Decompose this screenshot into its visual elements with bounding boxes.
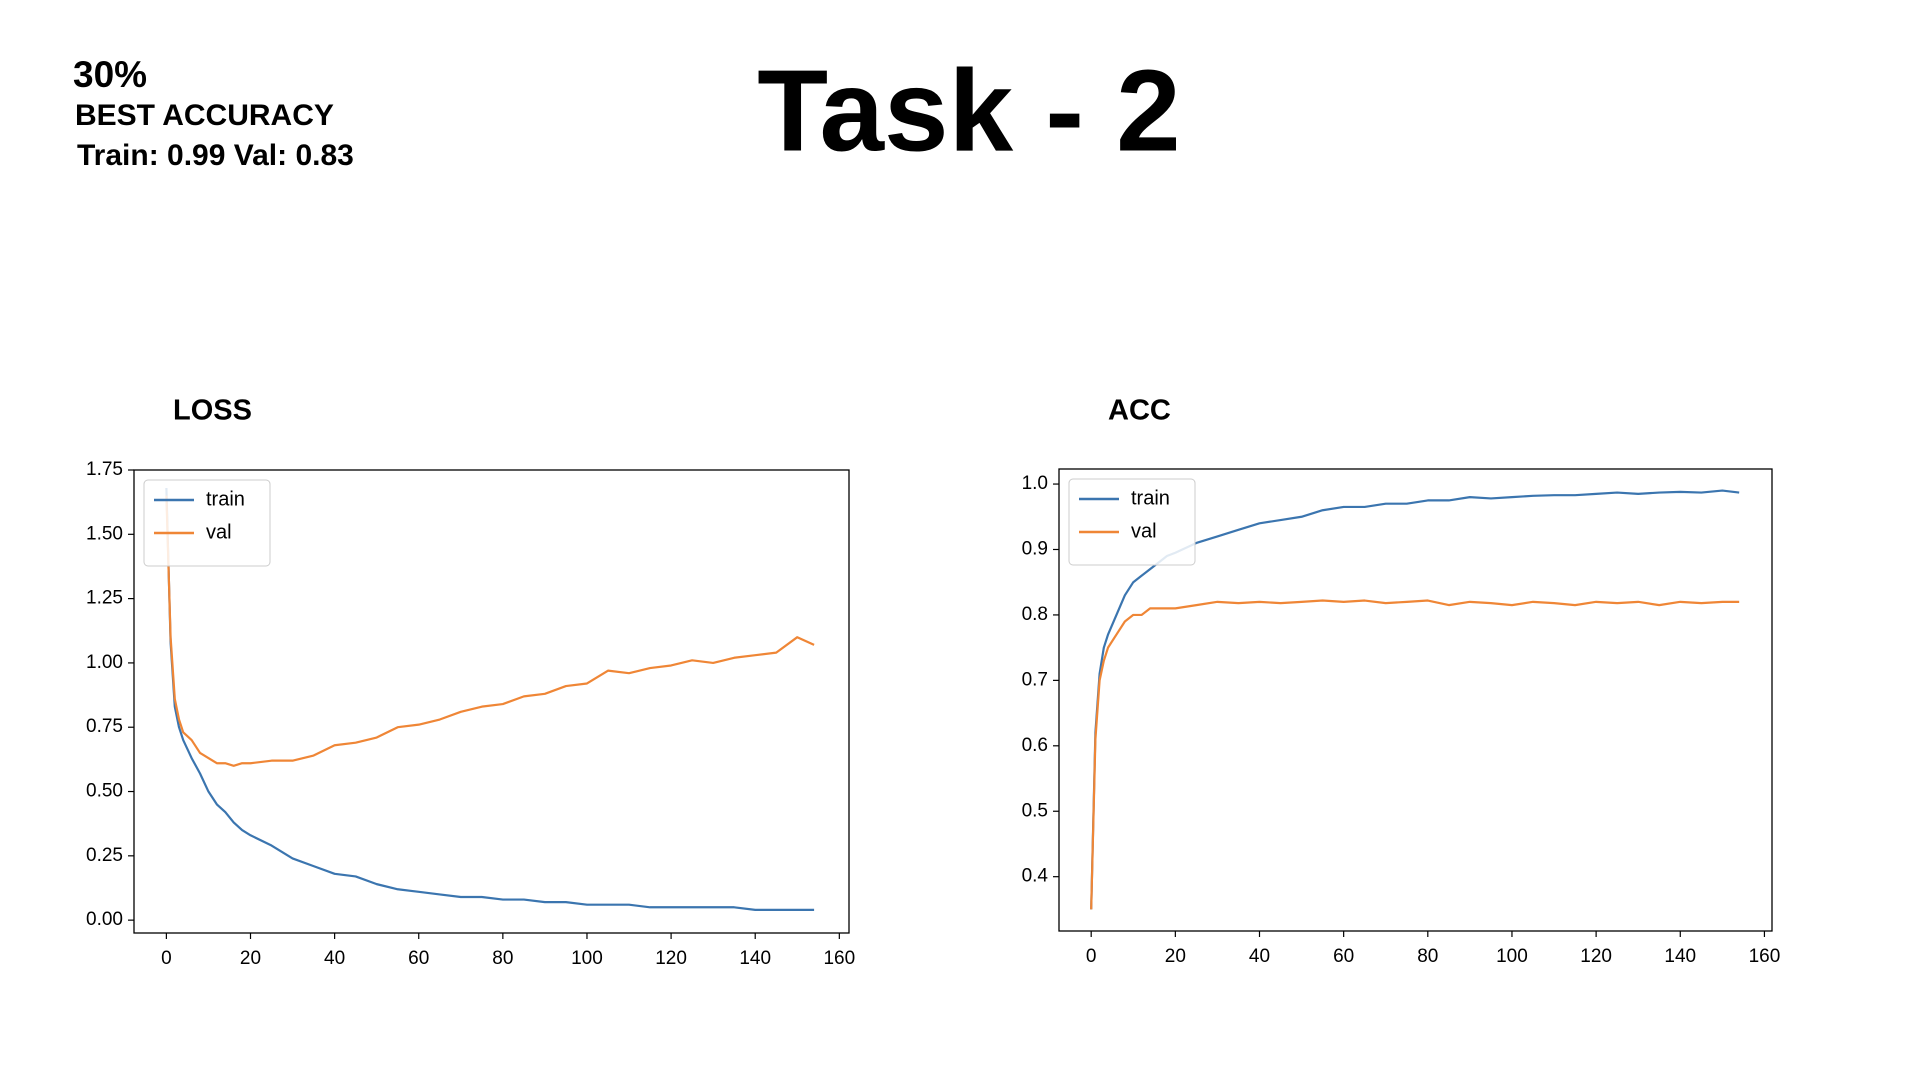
y-tick-label: 0.4 (1022, 866, 1049, 887)
x-tick-label: 40 (1249, 946, 1270, 967)
x-tick-label: 80 (492, 948, 513, 969)
x-tick-label: 20 (240, 948, 261, 969)
chart-title: LOSS (173, 395, 252, 427)
y-tick-label: 0.9 (1022, 539, 1048, 560)
legend-label: train (206, 488, 245, 510)
x-tick-label: 0 (161, 948, 172, 969)
y-tick-label: 0.25 (86, 845, 123, 866)
legend-label: train (1131, 487, 1170, 509)
legend-label: val (206, 521, 232, 543)
x-tick-label: 0 (1086, 946, 1097, 967)
summary: Train: 0.99 Val: 0.83 (77, 139, 354, 172)
percent: 30% (73, 54, 147, 95)
series-line (165, 487, 815, 911)
x-tick-label: 160 (823, 948, 855, 969)
y-tick-label: 1.25 (86, 588, 123, 609)
subtitle: BEST ACCURACY (75, 99, 334, 132)
chart-title: ACC (1108, 395, 1171, 427)
x-tick-label: 60 (1333, 946, 1354, 967)
y-tick-label: 1.0 (1022, 473, 1048, 494)
y-tick-label: 0.8 (1022, 604, 1048, 625)
legend-box (143, 479, 271, 567)
legend-box (1068, 478, 1196, 566)
legend-label: val (1131, 520, 1157, 542)
x-tick-label: 160 (1749, 946, 1781, 967)
y-tick-label: 0.50 (86, 781, 123, 802)
x-tick-label: 120 (655, 948, 687, 969)
y-tick-label: 0.7 (1022, 669, 1048, 690)
series-line (1090, 489, 1740, 910)
x-tick-label: 100 (571, 948, 603, 969)
plot-frame (133, 469, 850, 934)
y-tick-label: 1.00 (86, 652, 123, 673)
x-tick-label: 40 (324, 948, 345, 969)
y-tick-label: 1.50 (86, 523, 123, 544)
y-tick-label: 0.00 (86, 909, 123, 930)
y-tick-label: 0.75 (86, 716, 123, 737)
y-tick-label: 0.5 (1022, 800, 1048, 821)
x-tick-label: 120 (1580, 946, 1612, 967)
x-tick-label: 100 (1496, 946, 1528, 967)
x-tick-label: 140 (1664, 946, 1696, 967)
y-tick-label: 0.6 (1022, 735, 1048, 756)
x-tick-label: 60 (408, 948, 429, 969)
y-tick-label: 1.75 (86, 459, 123, 480)
series-line (1090, 599, 1740, 910)
series-line (165, 495, 815, 767)
x-tick-label: 20 (1165, 946, 1186, 967)
x-tick-label: 80 (1417, 946, 1438, 967)
slide-title: Task - 2 (757, 46, 1180, 176)
plot-frame (1058, 468, 1773, 932)
x-tick-label: 140 (739, 948, 771, 969)
